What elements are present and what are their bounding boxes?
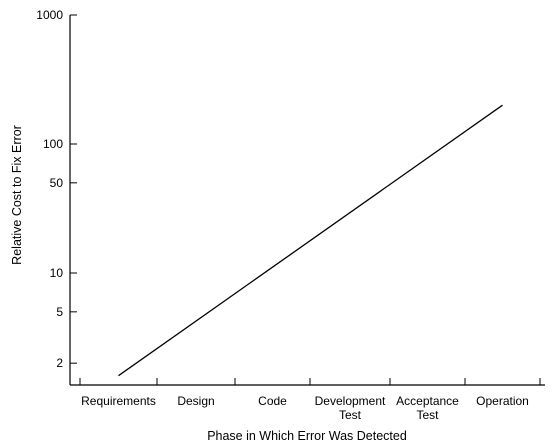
series-line bbox=[118, 104, 503, 377]
y-tick-label: 2 bbox=[56, 356, 63, 370]
y-tick-label: 10 bbox=[50, 266, 64, 280]
y-tick-label: 1000 bbox=[36, 8, 63, 22]
y-axis-ticks: 1000 100 50 10 5 2 bbox=[36, 8, 77, 370]
x-tick-label: Code bbox=[258, 394, 287, 408]
x-axis-ticks: Requirements Design Code Development Test Acc… bbox=[79, 378, 541, 422]
x-tick-label: Acceptance Test bbox=[396, 394, 459, 422]
y-axis-title: Relative Cost to Fix Error bbox=[10, 125, 24, 265]
y-tick-label: 5 bbox=[56, 305, 63, 319]
x-tick-label: Operation bbox=[476, 394, 529, 408]
x-tick-label: Development Test bbox=[315, 394, 386, 422]
x-axis-title: Phase in Which Error Was Detected bbox=[207, 429, 407, 443]
x-tick-label: Requirements bbox=[81, 394, 156, 408]
series-layer bbox=[118, 104, 503, 377]
y-tick-label: 50 bbox=[50, 176, 64, 190]
y-tick-label: 100 bbox=[43, 137, 63, 151]
x-tick-label: Design bbox=[177, 394, 214, 408]
